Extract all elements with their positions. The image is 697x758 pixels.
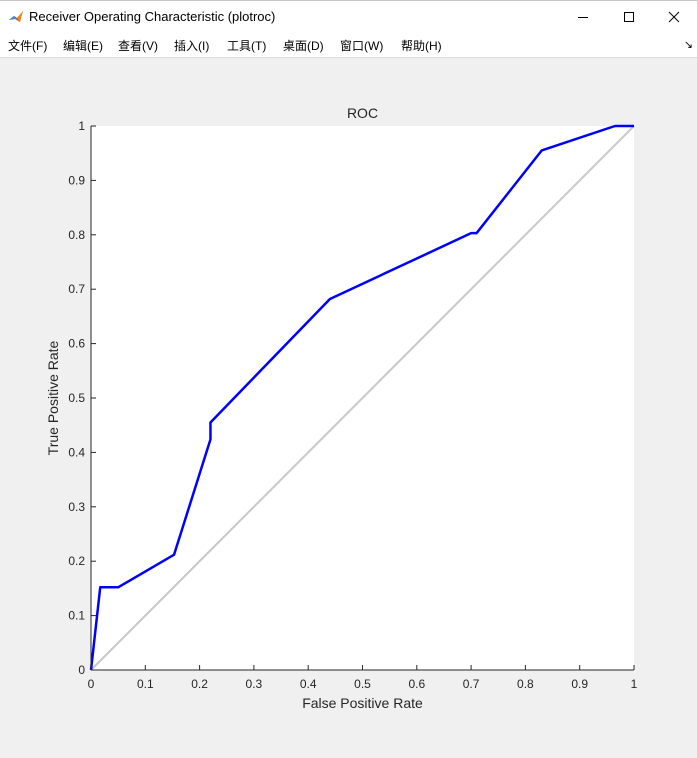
window-title: Receiver Operating Characteristic (plotr… [29,9,276,24]
y-tick-label: 0.4 [68,445,85,459]
y-tick-label: 0 [78,663,85,677]
y-tick-label: 0.5 [68,391,85,405]
title-bar: Receiver Operating Characteristic (plotr… [0,0,697,32]
y-tick-label: 0.2 [68,554,85,568]
x-tick-label: 0.8 [517,677,534,691]
y-tick-label: 0.6 [68,337,85,351]
menu-tools[interactable]: 工具(T) [227,39,267,53]
x-tick-label: 1 [631,677,638,691]
chart-title: ROC [347,105,378,121]
y-tick-label: 0.1 [68,609,85,623]
menu-edit[interactable]: 编辑(E) [63,39,103,53]
x-tick-label: 0.1 [137,677,154,691]
axes-layer: 0 0.1 0.2 0.3 0.4 0.5 0.6 0.7 0.8 0.9 1 0 0.1 0.2 0.3 0… [68,119,637,691]
y-tick-label: 0.9 [68,173,85,187]
menu-window[interactable]: 窗口(W) [340,39,384,53]
menu-insert[interactable]: 插入(I) [174,39,210,53]
dock-arrow-icon[interactable]: ↘ [683,39,693,51]
chance-diagonal-line [90,125,635,671]
x-tick-label: 0.6 [408,677,425,691]
x-tick-label: 0.2 [191,677,208,691]
x-tick-label: 0.5 [354,677,371,691]
x-tick-label: 0.7 [463,677,480,691]
menu-help[interactable]: 帮助(H) [401,39,442,53]
close-icon [668,11,680,23]
roc-curve-line [89,124,634,671]
y-tick-label: 0.8 [68,228,85,242]
y-axis-label: True Positive Rate [45,340,61,455]
minimize-button[interactable] [560,1,606,33]
x-tick-label: 0.4 [300,677,317,691]
y-tick-label: 0.7 [68,282,85,296]
y-tick-label: 1 [78,119,85,133]
x-tick-label: 0.9 [571,677,588,691]
menu-view[interactable]: 查看(V) [118,39,158,53]
menu-desktop[interactable]: 桌面(D) [283,39,324,53]
menu-file[interactable]: 文件(F) [8,39,48,53]
x-axis-label: False Positive Rate [302,695,423,711]
menu-bar: 文件(F) 编辑(E) 查看(V) 插入(I) 工具(T) 桌面(D) 窗口(W… [0,32,697,58]
series-layer [89,124,635,671]
maximize-button[interactable] [606,1,652,33]
x-tick-label: 0.3 [246,677,263,691]
close-button[interactable] [651,1,697,33]
maximize-icon [624,12,634,22]
y-tick-label: 0.3 [68,500,85,514]
minimize-icon [578,17,588,18]
x-tick-label: 0 [88,677,95,691]
matlab-icon [9,11,23,22]
